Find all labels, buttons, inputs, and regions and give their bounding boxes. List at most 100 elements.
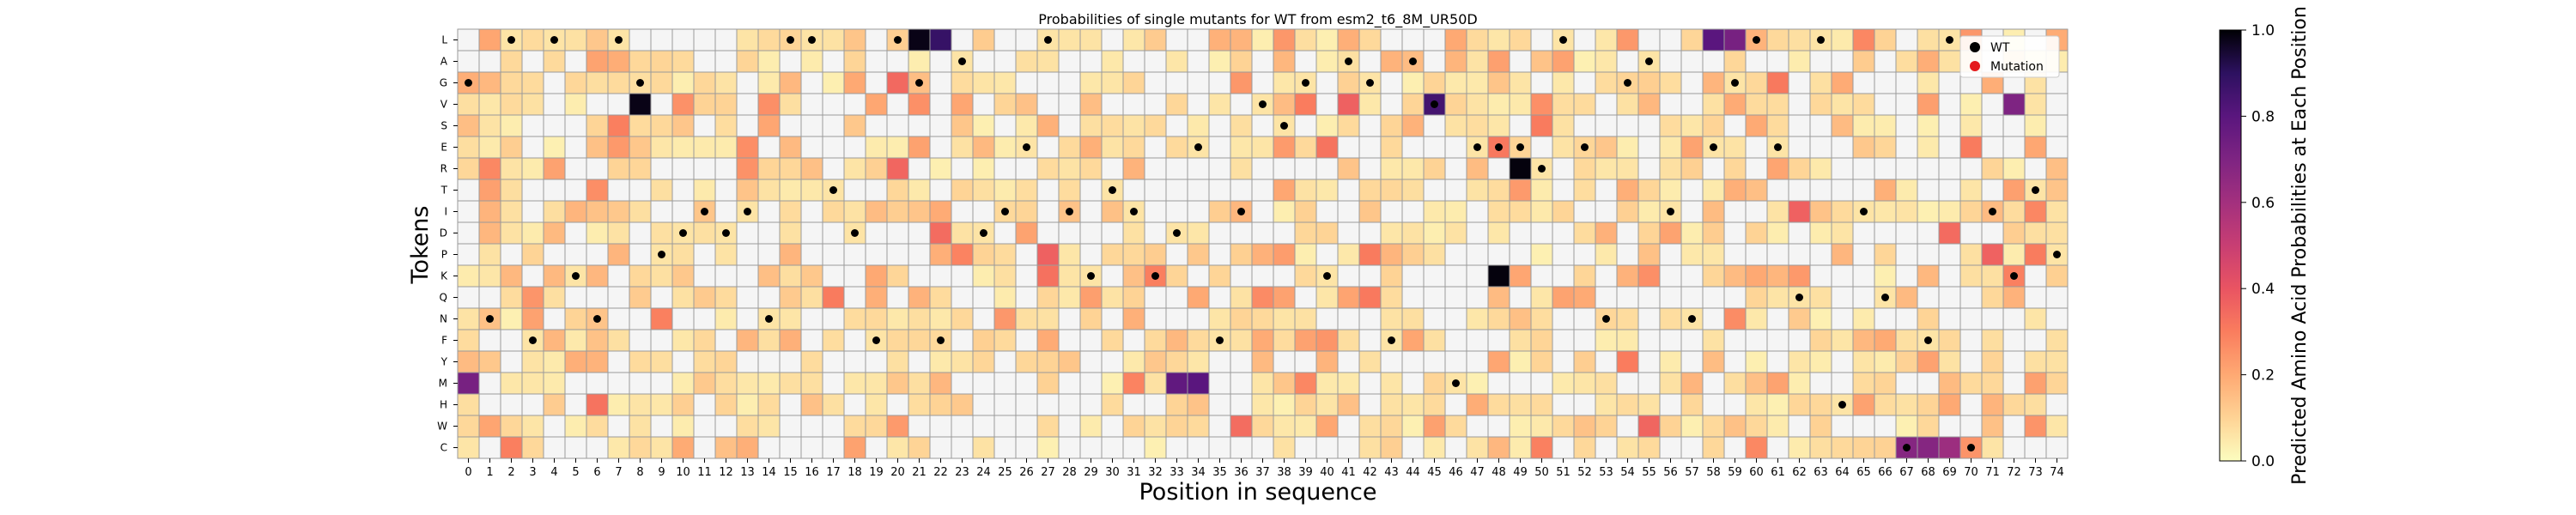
heatmap-cell (1165, 286, 1188, 309)
wt-marker (1903, 444, 1911, 451)
wt-marker (1151, 272, 1159, 280)
heatmap-cell (1444, 329, 1467, 352)
wt-marker (1538, 165, 1546, 173)
heatmap-cell (1273, 415, 1296, 438)
y-tick-label: W (437, 421, 447, 433)
x-tick-labels: 0 1 2 3 4 5 6 7 8 9 10 11 12 13 14 15 16 17 18 19 20 21 22 23 24… (465, 458, 2064, 479)
heatmap-cell (500, 264, 523, 288)
heatmap-cell (843, 71, 866, 94)
heatmap-cell (1144, 200, 1167, 223)
heatmap-cell (1530, 286, 1553, 309)
heatmap-cell (1809, 415, 1832, 438)
heatmap-cell (736, 264, 759, 288)
heatmap-cell (457, 307, 480, 330)
heatmap-cell (1680, 221, 1704, 245)
heatmap-cell (2045, 93, 2069, 116)
heatmap-cell (951, 415, 974, 438)
heatmap-cell (1852, 114, 1875, 137)
colorbar-tick-label: 0.4 (2251, 281, 2275, 298)
heatmap-cell (1938, 350, 1961, 373)
heatmap-cell (908, 28, 931, 52)
heatmap-cell (951, 243, 974, 266)
wt-marker (937, 336, 945, 344)
heatmap-cell (1058, 372, 1081, 395)
heatmap-cell (1337, 179, 1360, 202)
heatmap-cell (629, 243, 652, 266)
wt-marker (572, 272, 580, 280)
heatmap-cell (1273, 136, 1296, 159)
heatmap-cell (1401, 136, 1425, 159)
heatmap-cell (1358, 286, 1382, 309)
heatmap-cell (1423, 243, 1446, 266)
heatmap-cell (1273, 329, 1296, 352)
wt-marker (1130, 208, 1138, 215)
heatmap-cell (736, 307, 759, 330)
heatmap-cell (629, 28, 652, 52)
heatmap-cell (1036, 50, 1060, 73)
heatmap-cell (1079, 93, 1103, 116)
heatmap-cell (908, 93, 931, 116)
heatmap-cell (1015, 307, 1038, 330)
heatmap-cell (779, 179, 802, 202)
heatmap-cell (607, 329, 630, 352)
heatmap-cell (586, 200, 609, 223)
heatmap-cell (1122, 221, 1145, 245)
heatmap-cell (1595, 329, 1618, 352)
heatmap-cell (1079, 286, 1103, 309)
heatmap-cell (1788, 393, 1811, 416)
heatmap-cell (1809, 93, 1832, 116)
heatmap-cell (1230, 350, 1253, 373)
heatmap-cell (865, 436, 888, 459)
heatmap-cell (1230, 415, 1253, 438)
heatmap-cell (1251, 350, 1274, 373)
heatmap-cell (1337, 28, 1360, 52)
x-tick-label: 41 (1341, 466, 1356, 479)
heatmap-cell (1766, 415, 1789, 438)
heatmap-cell (1444, 136, 1467, 159)
heatmap-cell (1702, 157, 1725, 180)
heatmap-cell (1122, 243, 1145, 266)
heatmap-cell (1788, 157, 1811, 180)
heatmap-cell (1101, 28, 1124, 52)
heatmap-cell (1874, 221, 1897, 245)
heatmap-cell (1637, 200, 1661, 223)
heatmap-cell (1745, 415, 1768, 438)
heatmap-cell (1788, 50, 1811, 73)
heatmap-cell (586, 28, 609, 52)
heatmap-cell (1079, 28, 1103, 52)
heatmap-cell (1552, 393, 1575, 416)
heatmap-cell (908, 50, 931, 73)
heatmap-cell (1723, 200, 1747, 223)
heatmap-cell (1573, 415, 1596, 438)
heatmap-cell (586, 243, 609, 266)
heatmap-cell (607, 436, 630, 459)
heatmap-cell (1680, 436, 1704, 459)
heatmap-cell (1230, 307, 1253, 330)
heatmap-cell (1745, 114, 1768, 137)
heatmap-cell (1766, 157, 1789, 180)
heatmap-cell (564, 136, 587, 159)
heatmap-cell (2045, 436, 2069, 459)
heatmap-cell (1745, 93, 1768, 116)
wt-marker (615, 36, 623, 44)
colorbar-ticks: 0.00.20.40.60.81.0 (2241, 22, 2275, 470)
heatmap-cell (714, 136, 738, 159)
heatmap-cell (993, 71, 1017, 94)
heatmap-cell (1315, 307, 1339, 330)
heatmap-cell (1573, 71, 1596, 94)
heatmap-cell (1273, 221, 1296, 245)
heatmap-cell (1444, 286, 1467, 309)
heatmap-cell (693, 221, 716, 245)
heatmap-cell (822, 329, 845, 352)
heatmap-cell (1680, 157, 1704, 180)
heatmap-cell (951, 179, 974, 202)
heatmap-cell (1230, 157, 1253, 180)
heatmap-cell (1058, 93, 1081, 116)
heatmap-cell (1874, 264, 1897, 288)
heatmap-cell (629, 307, 652, 330)
heatmap-cell (1015, 372, 1038, 395)
heatmap-cell (800, 307, 823, 330)
heatmap-cell (586, 415, 609, 438)
heatmap-cell (1036, 179, 1060, 202)
